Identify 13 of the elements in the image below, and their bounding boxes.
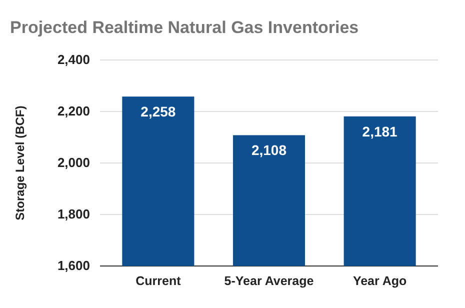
y-axis-title: Storage Level (BCF) bbox=[13, 106, 27, 220]
y-tick-label: 2,000 bbox=[57, 155, 90, 170]
x-tick-label: 5-Year Average bbox=[224, 274, 314, 288]
y-tick-label: 2,400 bbox=[57, 52, 90, 68]
y-tick-label: 1,600 bbox=[57, 258, 90, 274]
x-tick-label: Year Ago bbox=[352, 274, 408, 288]
chart-title: Projected Realtime Natural Gas Inventories bbox=[10, 18, 359, 37]
data-label: 2,108 bbox=[251, 142, 287, 158]
y-tick-label: 2,200 bbox=[57, 104, 90, 119]
y-tick-label: 1,800 bbox=[57, 206, 90, 222]
x-tick-label: Current bbox=[136, 274, 182, 288]
data-label: 2,181 bbox=[362, 123, 398, 140]
data-label: 2,258 bbox=[140, 104, 176, 120]
